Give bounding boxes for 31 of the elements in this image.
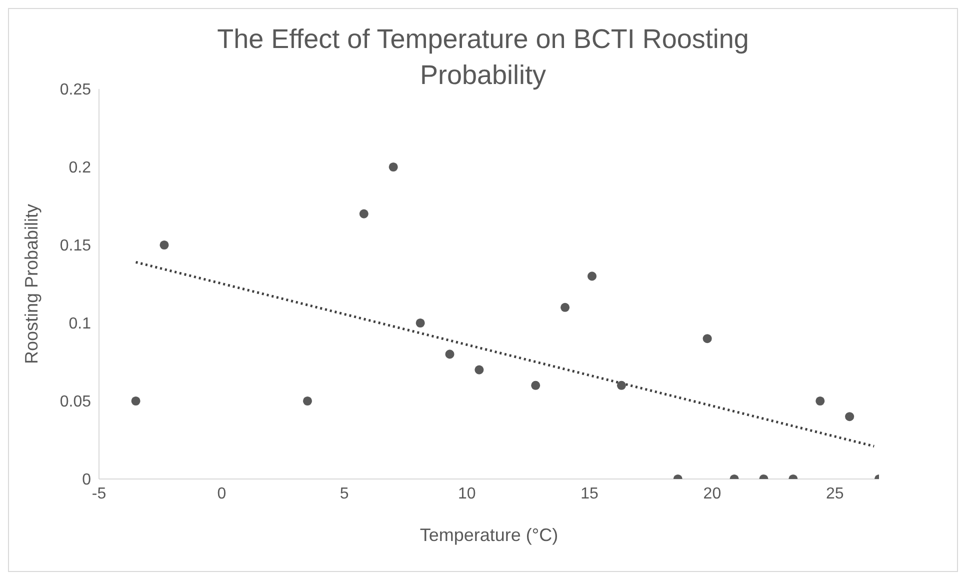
y-axis-title: Roosting Probability [21, 204, 42, 364]
point [302, 396, 312, 406]
point [359, 209, 368, 218]
y-tick-label: 0.15 [60, 238, 92, 255]
x-axis-title: Temperature (°C) [420, 525, 558, 545]
point [816, 396, 825, 406]
point [474, 365, 484, 374]
point [560, 302, 570, 312]
x-tick-label: 15 [580, 485, 599, 502]
x-tick-label: -5 [92, 485, 106, 502]
point [702, 334, 712, 344]
x-tick-label: 5 [340, 485, 349, 502]
y-tick-label: 0 [82, 472, 92, 489]
x-tick-label: 0 [217, 485, 226, 502]
x-tick-label: 25 [826, 485, 844, 502]
point [131, 396, 140, 406]
point [445, 350, 454, 359]
x-tick-label: 20 [703, 485, 722, 502]
point [531, 380, 540, 390]
chart-title: The Effect of Temperature on BCTI Roosting Probability [216, 23, 750, 92]
point [160, 240, 169, 250]
point [388, 162, 398, 172]
point [588, 272, 597, 281]
x-tick-label: 10 [458, 485, 476, 502]
y-tick-label: 0.2 [68, 160, 92, 177]
y-tick-label: 0.25 [60, 82, 92, 99]
point [416, 318, 425, 328]
y-tick-label: 0.05 [60, 394, 92, 411]
point [845, 412, 854, 422]
point [616, 380, 626, 390]
y-tick-label: 0.1 [68, 316, 92, 333]
